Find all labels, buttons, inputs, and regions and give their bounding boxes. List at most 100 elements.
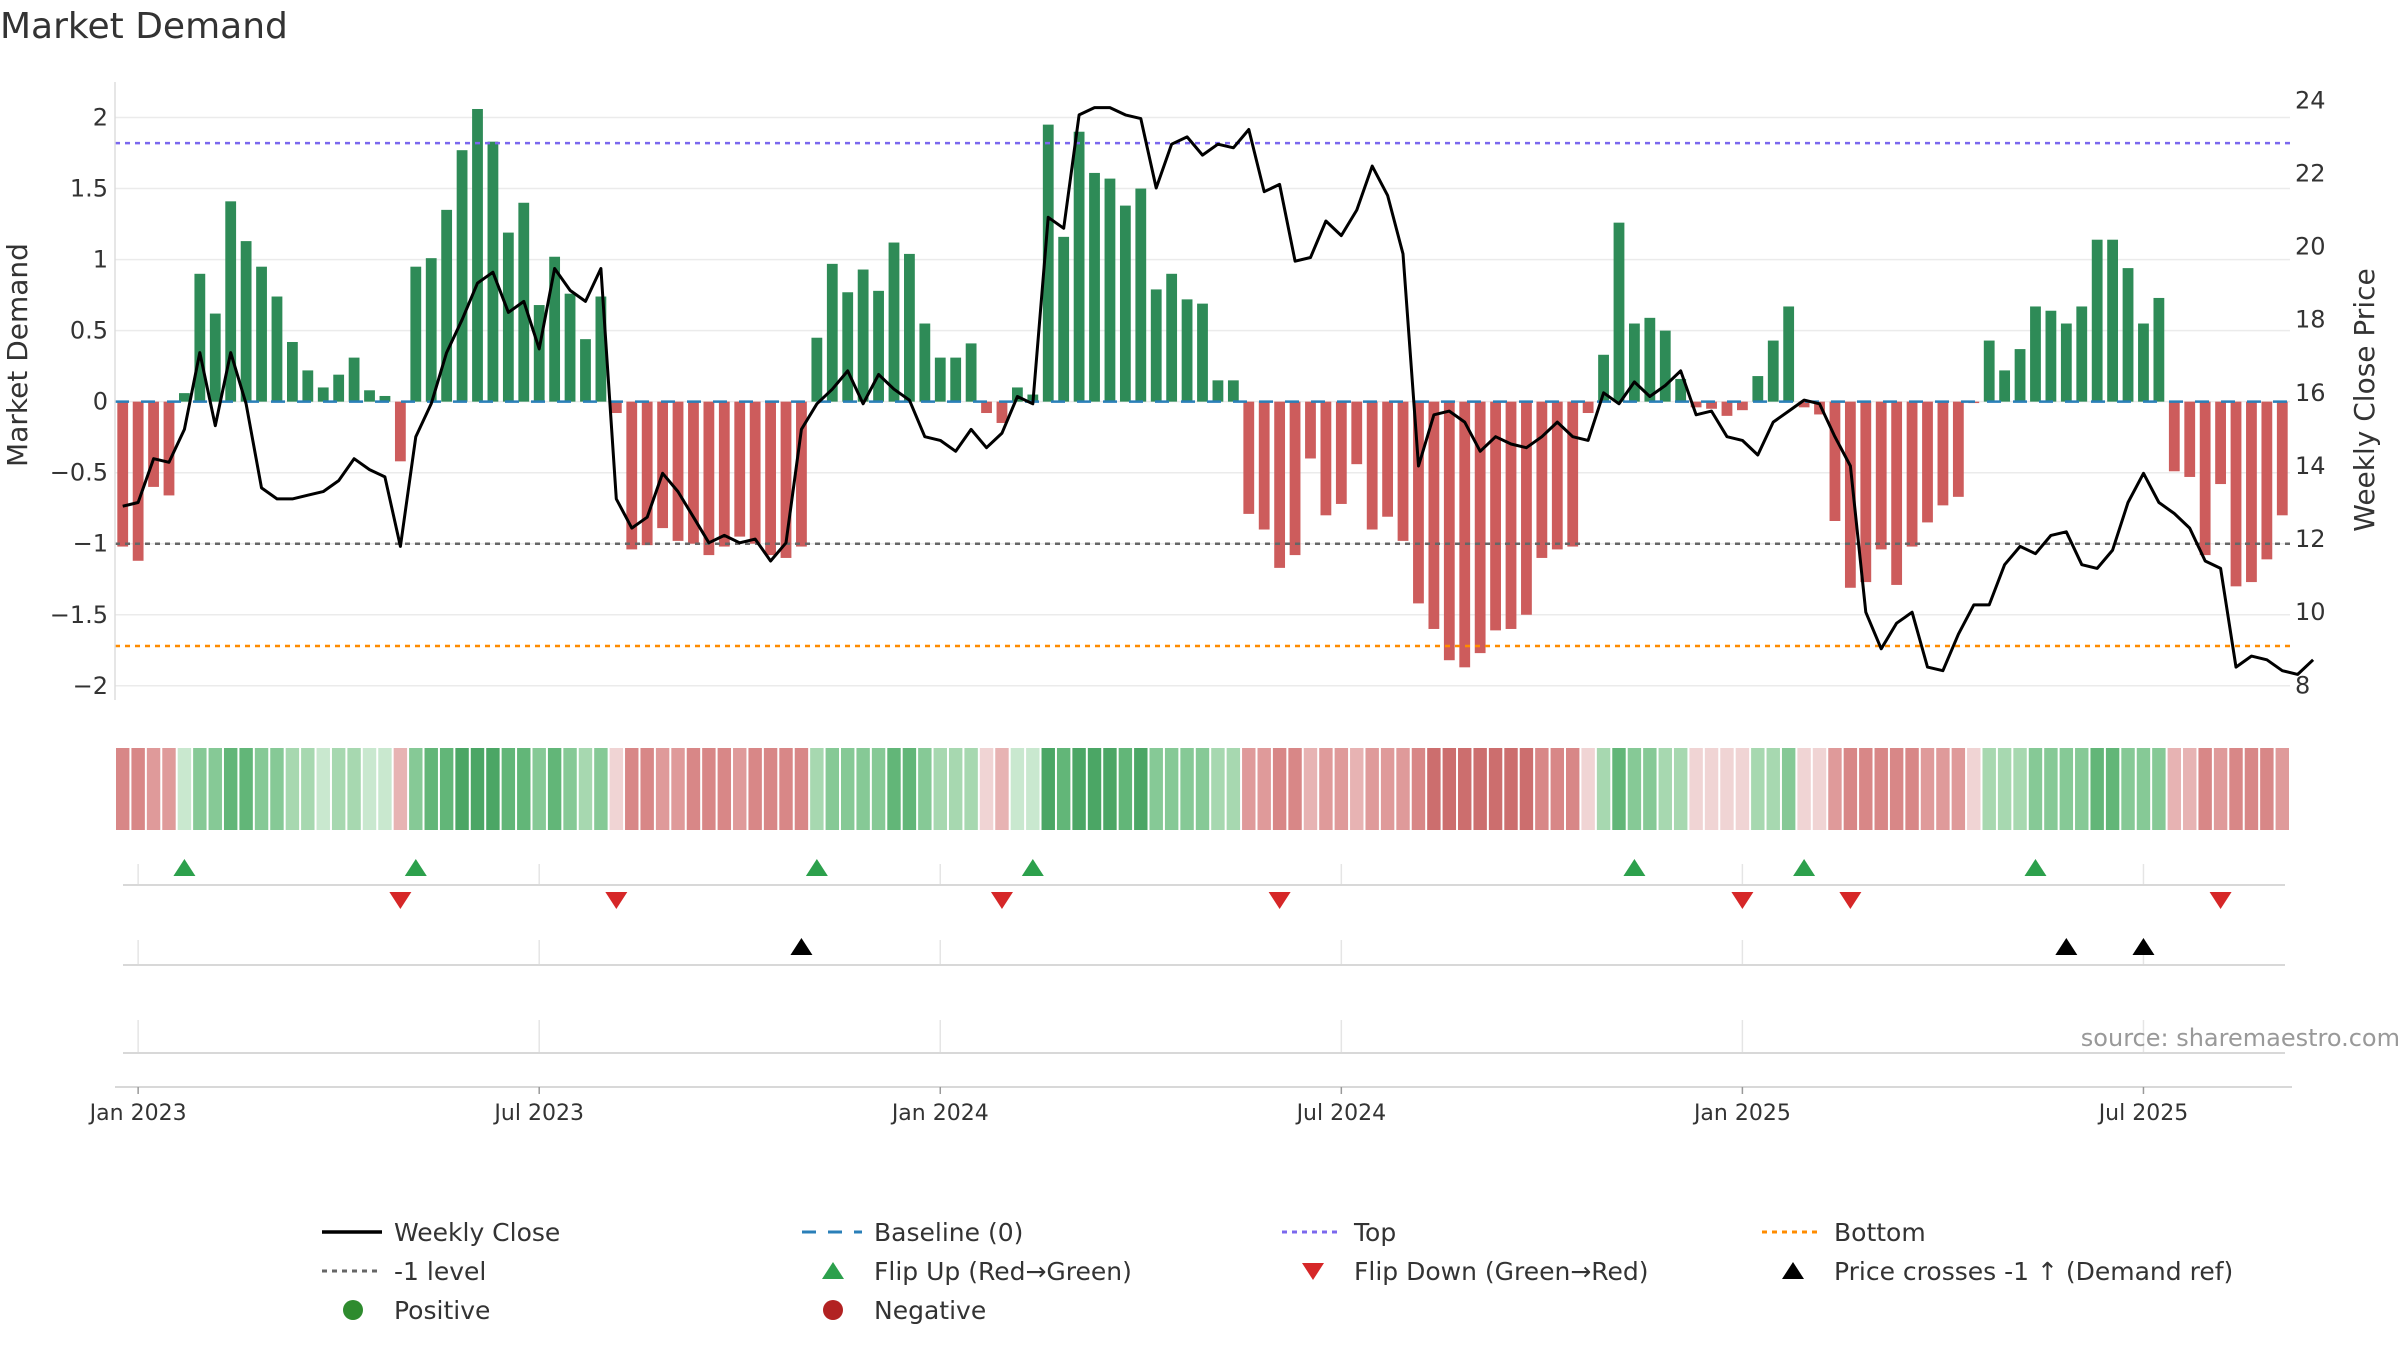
- negative-demand-bar: [641, 401, 653, 546]
- positive-demand-bar: [1150, 289, 1162, 402]
- heat-cell: [1627, 748, 1642, 830]
- positive-demand-bar: [425, 258, 437, 402]
- x-tick-label: Jul 2025: [2097, 1101, 2189, 1126]
- heat-cell: [1936, 748, 1950, 830]
- legend-circle-icon: [343, 1300, 363, 1320]
- heat-cell: [470, 748, 485, 830]
- y-tick-label: 0: [93, 388, 108, 416]
- negative-demand-bar: [1582, 401, 1594, 414]
- heat-cell: [2152, 748, 2166, 830]
- heat-cell: [486, 748, 500, 830]
- negative-demand-bar: [1258, 401, 1270, 530]
- x-axis: Jan 2023 Jul 2023 Jan 2024 Jul 2024 Jan 2025…: [88, 1087, 2189, 1126]
- negative-demand-bar: [117, 401, 129, 547]
- negative-demand-bar: [657, 401, 669, 529]
- positive-demand-bar: [1613, 222, 1625, 402]
- negative-demand-bar: [626, 401, 638, 550]
- heat-cell: [1951, 748, 1966, 830]
- negative-demand-bar: [2199, 401, 2211, 556]
- positive-demand-bar: [1011, 387, 1023, 402]
- negative-demand-bar: [1521, 401, 1532, 615]
- heat-cell: [1319, 748, 1333, 830]
- price-cross-marker: [2132, 938, 2155, 955]
- y2-tick-label: 16: [2295, 379, 2326, 407]
- heat-cell: [1673, 748, 1688, 830]
- positive-demand-bar: [2060, 323, 2072, 402]
- heat-cell: [1164, 748, 1179, 830]
- negative-demand-bar: [1844, 401, 1856, 588]
- positive-demand-bar: [826, 263, 838, 402]
- legend-label: Negative: [874, 1296, 986, 1325]
- negative-demand-bar: [1829, 401, 1841, 521]
- heat-cell: [1720, 748, 1734, 830]
- heat-cell: [1967, 748, 1981, 830]
- heat-cell: [1226, 748, 1241, 830]
- positive-demand-bar: [919, 323, 931, 402]
- heat-cell: [409, 748, 423, 830]
- chart-title: Market Demand: [0, 6, 288, 47]
- negative-demand-bar: [1335, 401, 1347, 504]
- heat-cell: [1257, 748, 1271, 830]
- negative-demand-bar: [1459, 401, 1471, 668]
- positive-demand-bar: [1659, 330, 1671, 402]
- heat-cell: [1519, 748, 1534, 830]
- positive-demand-bar: [317, 387, 329, 402]
- positive-demand-bar: [2091, 239, 2103, 402]
- negative-demand-bar: [796, 401, 807, 547]
- heat-cell: [1905, 748, 1919, 830]
- x-tick-label: Jan 2023: [88, 1101, 187, 1126]
- positive-demand-bar: [934, 357, 946, 402]
- heat-cell: [1010, 748, 1025, 830]
- heat-cell: [2044, 748, 2058, 830]
- heat-cell: [1735, 748, 1750, 830]
- legend-label: Weekly Close: [394, 1218, 560, 1247]
- positive-demand-bar: [256, 266, 267, 402]
- heat-cell: [2275, 748, 2289, 830]
- heat-cell: [563, 748, 577, 830]
- heat-cell: [856, 748, 870, 830]
- flip-down-marker: [1839, 892, 1862, 909]
- heat-cell: [2090, 748, 2104, 830]
- y2-axis-label: Weekly Close Price: [2348, 268, 2381, 531]
- heat-cell: [532, 748, 546, 830]
- heat-cell: [1889, 748, 1904, 830]
- positive-demand-bar: [364, 390, 375, 402]
- heat-cell: [547, 748, 562, 830]
- positive-demand-bar: [888, 242, 900, 402]
- source-note: source: sharemaestro.com: [2081, 1024, 2400, 1052]
- negative-demand-bar: [780, 401, 792, 558]
- heat-cell: [2244, 748, 2259, 830]
- negative-demand-bar: [996, 401, 1008, 423]
- negative-demand-bar: [981, 401, 992, 414]
- heat-cell: [501, 748, 516, 830]
- flip-up-marker: [1623, 859, 1646, 876]
- heat-cell: [640, 748, 654, 830]
- x-tick-label: Jul 2023: [492, 1101, 584, 1126]
- positive-demand-bar: [1181, 299, 1193, 402]
- y-tick-label: 0.5: [70, 317, 108, 345]
- heat-cell: [1704, 748, 1719, 830]
- negative-demand-bar: [2168, 401, 2180, 472]
- heat-cell: [208, 748, 222, 830]
- legend-label: Top: [1353, 1218, 1396, 1247]
- heat-cell: [2121, 748, 2135, 830]
- heat-cell: [825, 748, 839, 830]
- positive-demand-bar: [842, 292, 854, 402]
- y2-tick-label: 20: [2295, 233, 2326, 261]
- event-panels: [115, 859, 2292, 1088]
- negative-demand-bar: [765, 401, 776, 556]
- heat-cell: [702, 748, 716, 830]
- heat-cell: [177, 748, 192, 830]
- positive-demand-bar: [595, 296, 607, 402]
- positive-demand-bar: [379, 395, 391, 402]
- negative-demand-bar: [688, 401, 699, 544]
- heat-cell: [1195, 748, 1210, 830]
- positive-demand-bar: [2014, 349, 2026, 402]
- negative-demand-bar: [163, 401, 175, 496]
- positive-demand-bar: [1629, 323, 1640, 402]
- positive-demand-bar: [1598, 354, 1609, 402]
- negative-demand-bar: [1721, 401, 1733, 416]
- negative-demand-bar: [2230, 401, 2242, 587]
- negative-demand-bar: [1366, 401, 1378, 530]
- heat-cell: [1334, 748, 1349, 830]
